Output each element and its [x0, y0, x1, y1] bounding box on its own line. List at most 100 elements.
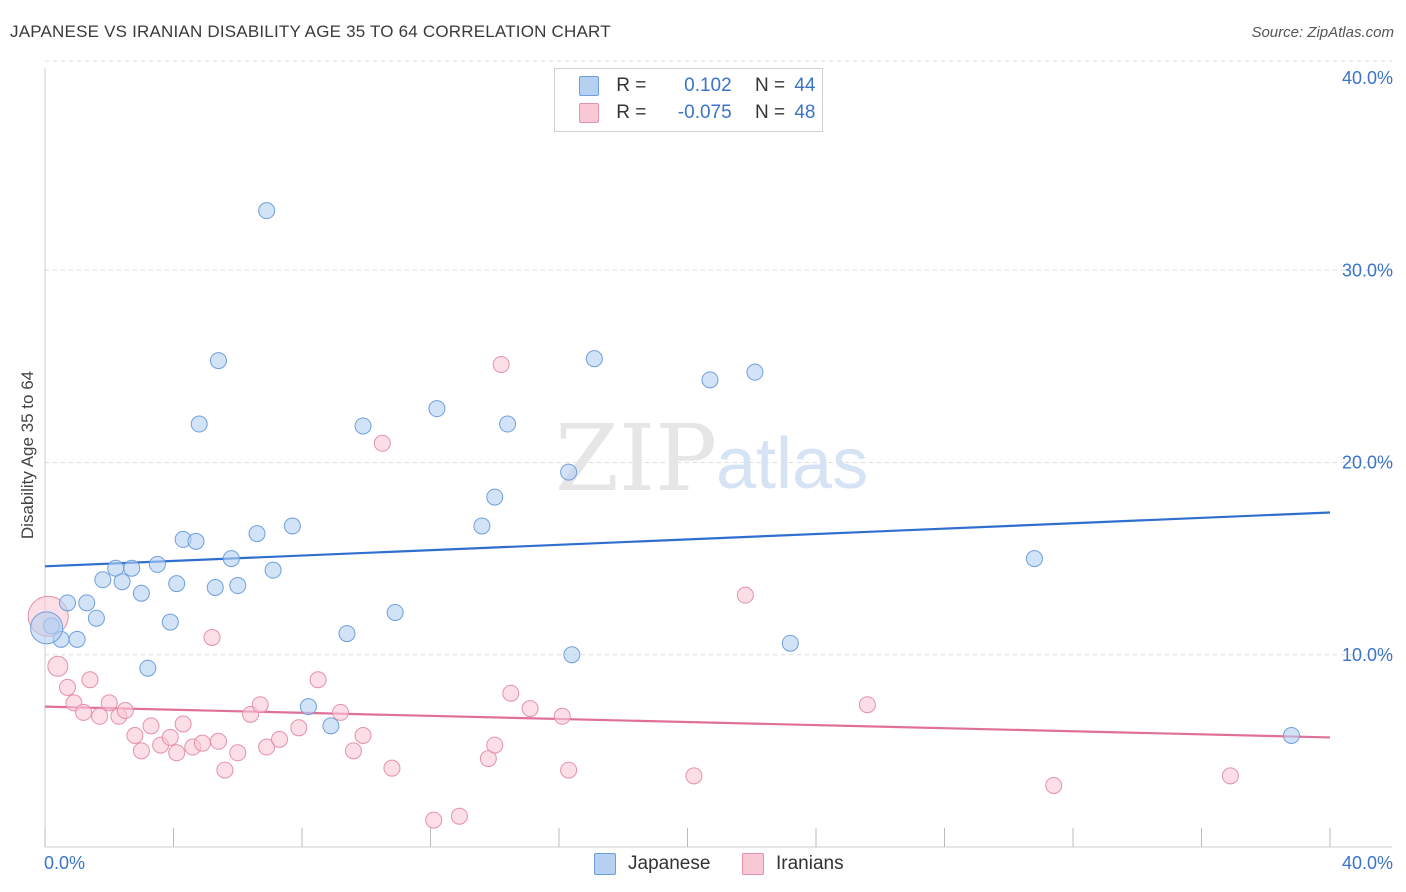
japanese-trend-line: [44, 511, 1331, 568]
x-tick-label: 40.0%: [1342, 853, 1393, 873]
iranians-point: [209, 732, 227, 750]
legend-item-iranians[interactable]: Iranians: [742, 852, 844, 876]
japanese-point: [209, 352, 227, 370]
r-label: R =: [616, 75, 647, 96]
r-value-iranians: -0.075: [677, 102, 732, 123]
iranians-point: [91, 707, 109, 725]
legend-row-iranians: R = -0.075 N = 48: [579, 101, 815, 125]
japanese-point: [248, 525, 266, 543]
japanese-point: [499, 415, 517, 433]
iranians-swatch: [742, 852, 764, 875]
japanese-point: [563, 646, 581, 664]
iranians-point: [116, 702, 134, 720]
japanese-point: [229, 577, 247, 595]
iranians-point: [132, 742, 150, 760]
japanese-point: [386, 603, 404, 621]
japanese-point: [123, 559, 141, 577]
r-label: R =: [616, 102, 647, 123]
japanese-point: [486, 488, 504, 506]
japanese-point: [746, 363, 764, 381]
japanese-point: [94, 571, 112, 589]
iranians-point: [858, 696, 876, 714]
iranians-point: [502, 684, 520, 702]
legend-label-iranians: Iranians: [776, 853, 844, 874]
legend-row-japanese: R = 0.102 N = 44: [579, 74, 815, 98]
japanese-point: [1025, 550, 1043, 568]
iranians-point: [126, 726, 144, 744]
japanese-point: [428, 400, 446, 418]
japanese-point: [1282, 726, 1300, 744]
japanese-point: [781, 634, 799, 652]
japanese-point: [585, 350, 603, 368]
iranians-point: [216, 761, 234, 779]
japanese-point: [190, 415, 208, 433]
japanese-point: [322, 717, 340, 735]
iranians-point: [332, 703, 350, 721]
japanese-point: [283, 517, 301, 535]
iranians-point: [425, 811, 443, 829]
iranians-point: [685, 767, 703, 785]
n-label: N =: [754, 75, 786, 96]
iranians-point: [1045, 776, 1063, 794]
iranians-point: [486, 736, 504, 754]
iranians-point: [354, 726, 372, 744]
japanese-swatch: [594, 852, 616, 875]
iranians-point: [251, 696, 269, 714]
iranians-point: [203, 628, 221, 646]
gridlines: [45, 60, 1392, 656]
japanese-point: [78, 594, 96, 612]
y-tick-label: 20.0%: [1342, 453, 1393, 473]
iranians-point: [373, 434, 391, 452]
japanese-point: [473, 517, 491, 535]
japanese-point: [560, 463, 578, 481]
iranians-point: [168, 744, 186, 762]
japanese-point: [338, 625, 356, 643]
legend-item-japanese[interactable]: Japanese: [594, 852, 710, 876]
japanese-point: [161, 613, 179, 631]
axes: [44, 68, 1392, 848]
japanese-point: [299, 698, 317, 716]
y-tick-label: 30.0%: [1342, 260, 1393, 280]
japanese-point: [354, 417, 372, 435]
iranians-point: [450, 807, 468, 825]
iranians-point: [1221, 767, 1239, 785]
iranians-point: [560, 761, 578, 779]
n-value-iranians: 48: [794, 102, 816, 123]
iranians-point: [290, 719, 308, 737]
japanese-point: [113, 573, 131, 591]
x-tick-label: 0.0%: [44, 853, 85, 873]
japanese-points: [30, 202, 1300, 744]
iranians-point: [47, 655, 69, 677]
n-label: N =: [754, 102, 786, 123]
y-tick-label: 10.0%: [1342, 645, 1393, 665]
n-value-japanese: 44: [794, 75, 816, 96]
iranians-point: [229, 744, 247, 762]
watermark-zip: ZIP: [555, 405, 717, 512]
iranians-point: [142, 717, 160, 735]
japanese-point: [58, 594, 76, 612]
japanese-point: [701, 371, 719, 389]
iranians-point: [553, 707, 571, 725]
japanese-point: [87, 609, 105, 627]
japanese-point: [222, 550, 240, 568]
tick-labels: 10.0% 20.0% 30.0% 40.0% 0.0% 40.0%: [44, 68, 1393, 873]
japanese-point: [264, 561, 282, 579]
legend-label-japanese: Japanese: [628, 853, 711, 874]
iranians-point: [75, 703, 93, 721]
iranians-point: [521, 700, 539, 718]
iranians-point: [383, 759, 401, 777]
iranians-point: [161, 728, 179, 746]
iranians-swatch: [579, 102, 599, 123]
watermark-atlas: atlas: [716, 424, 868, 504]
iranians-point: [258, 738, 276, 756]
trend-lines: [44, 511, 1331, 739]
japanese-point: [258, 202, 276, 220]
stats-legend: R = 0.102 N = 44 R = -0.075 N = 48: [554, 68, 823, 132]
source-label: Source: ZipAtlas.com: [1251, 24, 1394, 41]
y-tick-label: 40.0%: [1342, 68, 1393, 88]
r-value-japanese: 0.102: [684, 75, 732, 96]
iranians-point: [58, 678, 76, 696]
japanese-point: [206, 578, 224, 596]
iranians-point: [193, 734, 211, 752]
